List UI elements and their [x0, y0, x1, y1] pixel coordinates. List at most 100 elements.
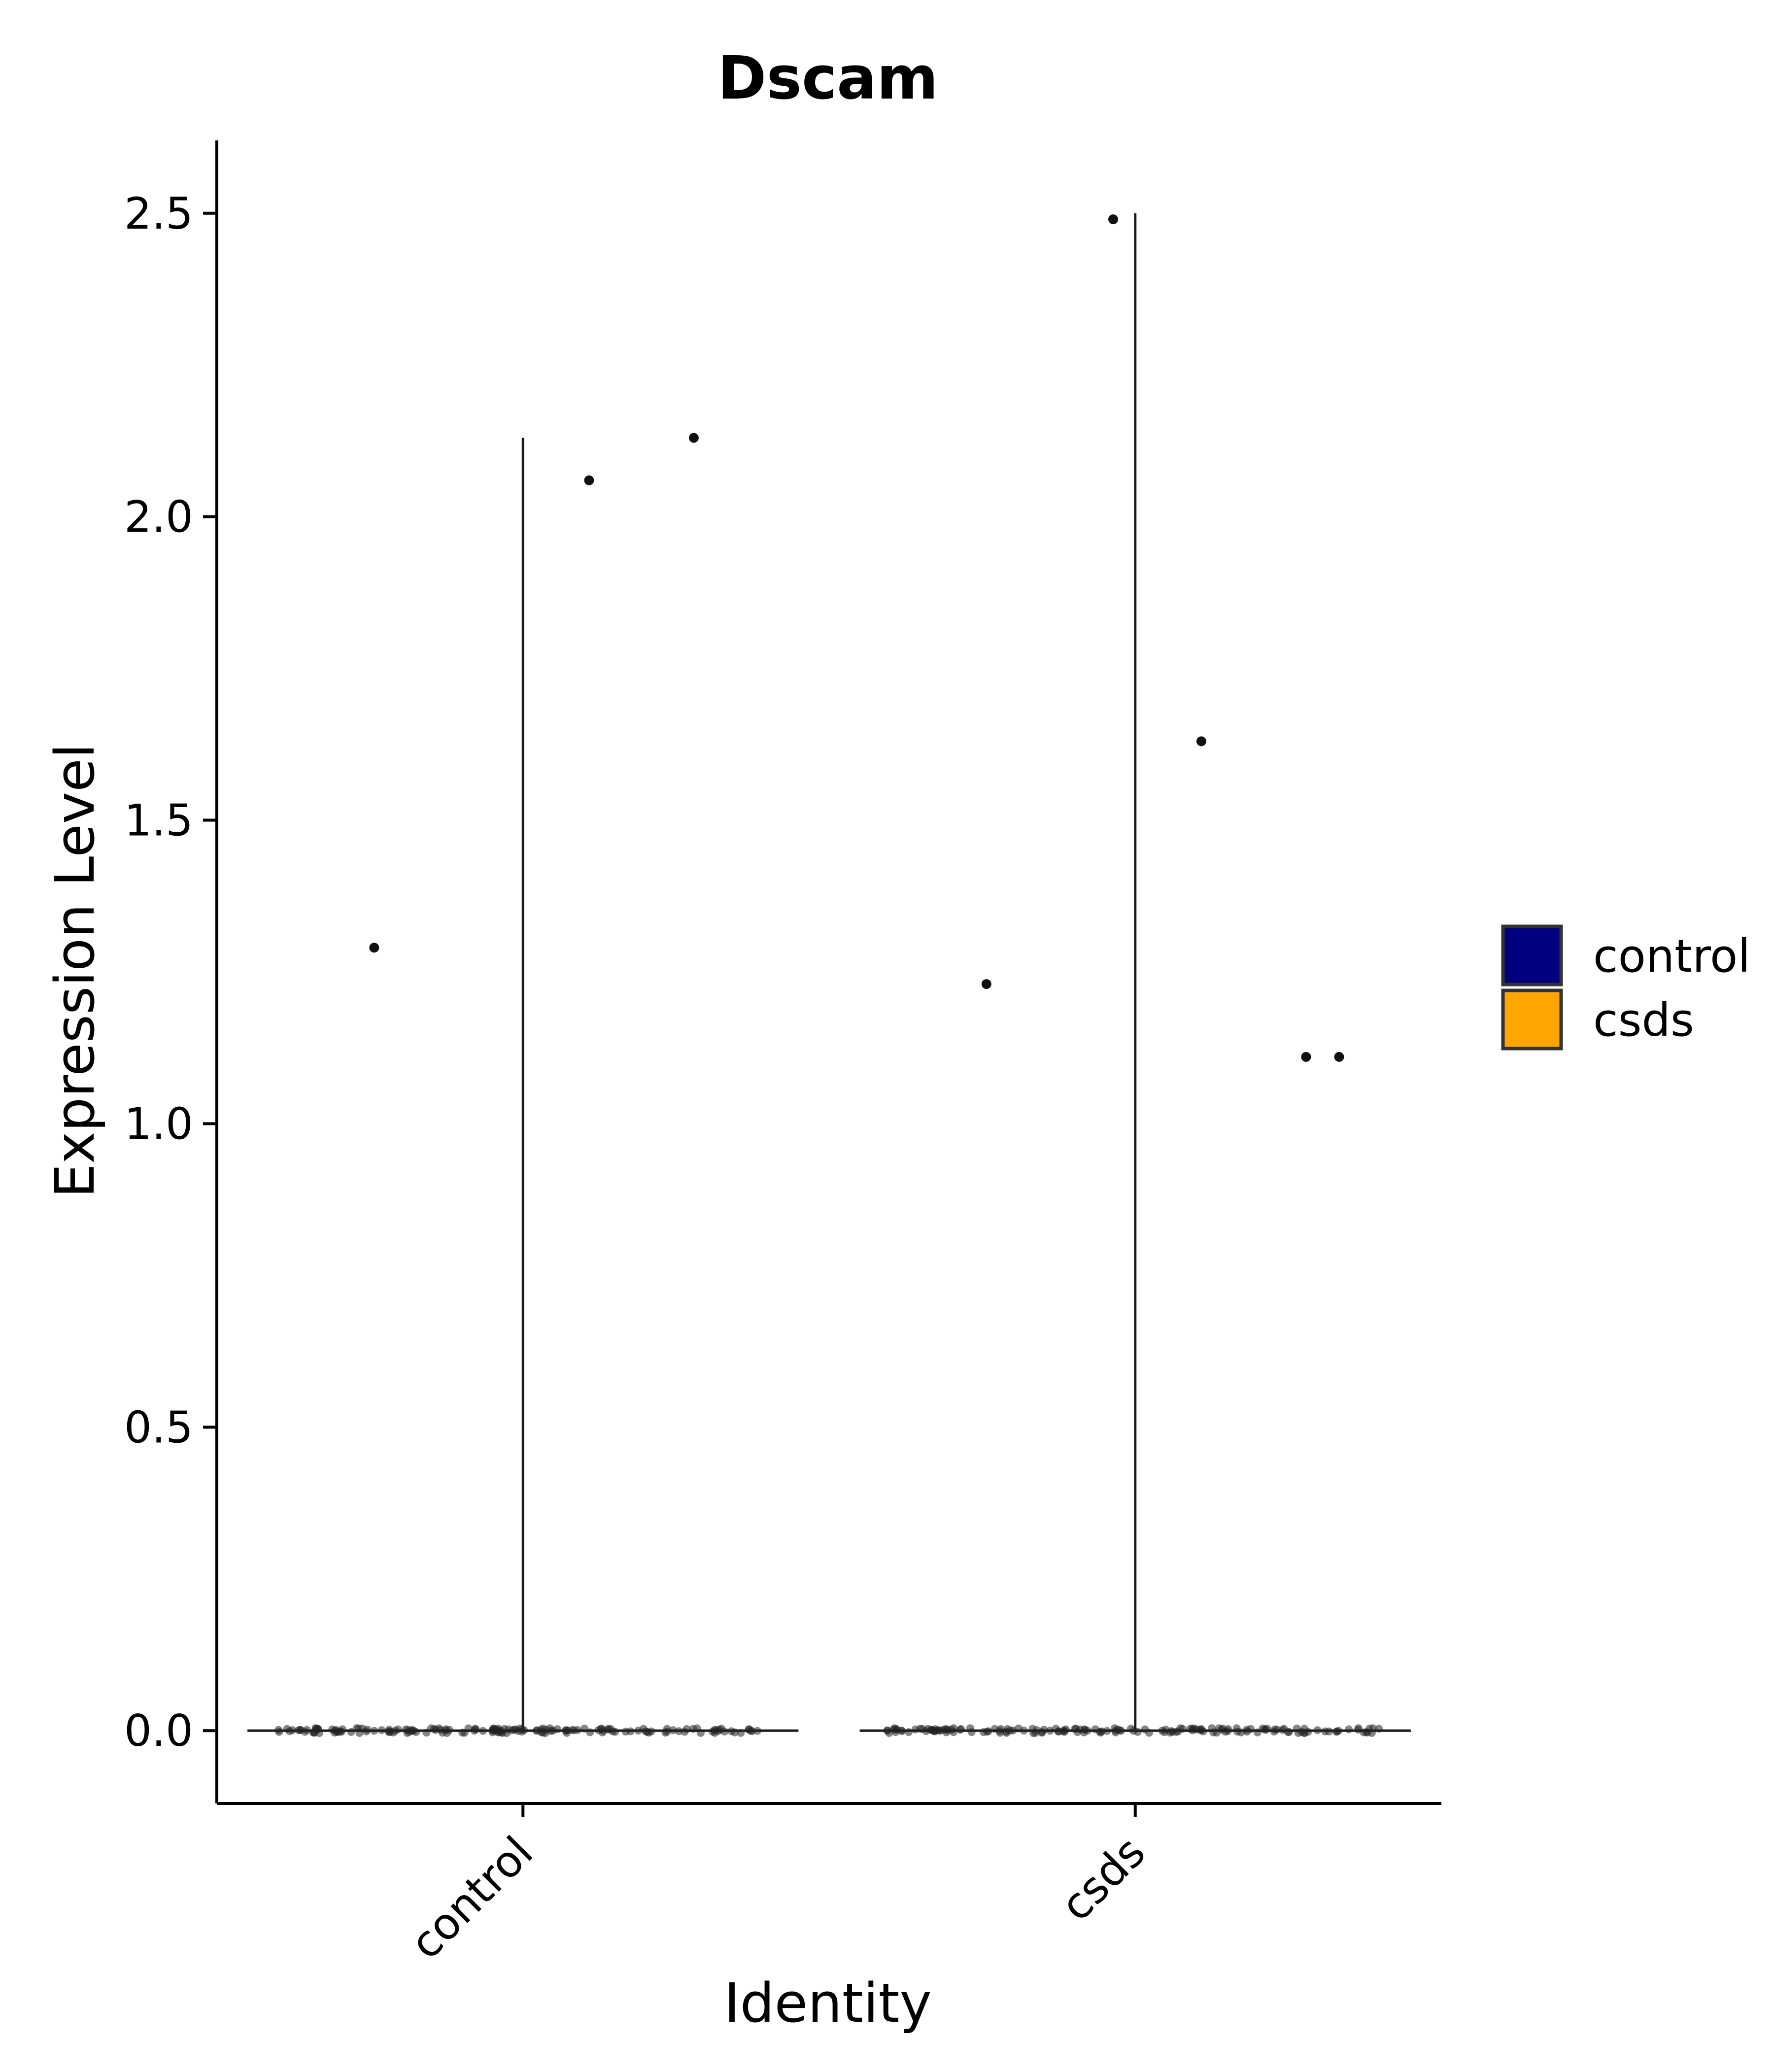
data-point-zero	[1253, 1728, 1262, 1736]
legend-label-control: control	[1593, 930, 1750, 983]
y-tick-label: 0.5	[124, 1402, 193, 1453]
data-point-zero	[479, 1727, 487, 1735]
data-point-zero	[1133, 1728, 1142, 1736]
data-point-zero	[1141, 1725, 1149, 1733]
data-point-zero	[885, 1729, 893, 1737]
data-point-zero	[1300, 1729, 1308, 1737]
data-point-zero	[681, 1728, 689, 1736]
data-point-zero	[539, 1724, 547, 1732]
data-point-zero	[1273, 1726, 1281, 1733]
data-point-zero	[727, 1727, 736, 1735]
data-point-zero	[547, 1727, 555, 1735]
y-tick-label: 2.5	[124, 188, 193, 239]
data-point-zero	[511, 1726, 518, 1734]
y-axis-title: Expression Level	[43, 744, 106, 1198]
legend-label-csds: csds	[1593, 994, 1694, 1047]
data-point-zero	[352, 1724, 361, 1732]
data-point-zero	[634, 1727, 643, 1735]
data-point-zero	[1006, 1727, 1015, 1734]
data-point-zero	[1040, 1726, 1048, 1734]
data-point-zero	[1262, 1726, 1270, 1734]
zero-points-control	[274, 1724, 761, 1737]
data-point-zero	[1014, 1724, 1023, 1732]
data-point-zero	[1215, 1724, 1223, 1732]
data-point-zero	[391, 1727, 400, 1735]
data-point-zero	[1365, 1725, 1374, 1732]
data-point-zero	[586, 1728, 594, 1736]
data-point	[1301, 1052, 1311, 1062]
data-point-zero	[1199, 1727, 1207, 1735]
data-point-zero	[984, 1727, 992, 1735]
data-point-zero	[922, 1727, 930, 1735]
y-tick-label: 1.0	[124, 1098, 193, 1149]
data-point-zero	[898, 1727, 906, 1735]
violin-group-csds	[859, 213, 1411, 1737]
data-point-zero	[563, 1729, 571, 1737]
data-point-zero	[950, 1728, 957, 1736]
data-point-zero	[532, 1727, 541, 1735]
data-point-zero	[553, 1725, 562, 1733]
y-tick-label: 2.0	[124, 492, 193, 543]
data-point-zero	[663, 1728, 671, 1736]
data-point-zero	[1345, 1725, 1353, 1733]
data-point-zero	[490, 1725, 498, 1733]
data-point-zero	[1332, 1728, 1341, 1736]
data-point-zero	[408, 1727, 416, 1735]
x-tick-label: control	[401, 1827, 543, 1969]
zero-points-csds	[883, 1724, 1383, 1737]
data-point-zero	[712, 1726, 720, 1734]
data-point-zero	[717, 1725, 725, 1733]
data-point-zero	[645, 1729, 653, 1737]
data-point-zero	[675, 1727, 683, 1735]
data-point-zero	[422, 1729, 431, 1737]
x-tick-label: csds	[1051, 1827, 1155, 1931]
data-point-zero	[370, 1727, 378, 1735]
data-point	[1108, 214, 1118, 225]
data-point-zero	[1354, 1724, 1363, 1732]
data-point-zero	[436, 1726, 444, 1734]
data-point-zero	[1046, 1727, 1054, 1735]
data-point-zero	[443, 1729, 451, 1737]
y-tick-label: 1.5	[124, 795, 193, 846]
data-point-zero	[472, 1725, 480, 1733]
data-point-zero	[967, 1728, 976, 1736]
data-point-zero	[1313, 1726, 1322, 1734]
data-point-zero	[931, 1725, 939, 1733]
data-point-zero	[458, 1729, 467, 1737]
data-point-zero	[1052, 1725, 1060, 1733]
data-point-zero	[1081, 1725, 1089, 1733]
data-point-zero	[905, 1728, 913, 1736]
data-point-zero	[1237, 1728, 1245, 1736]
data-point	[584, 475, 594, 485]
data-point-zero	[332, 1726, 341, 1734]
data-point-zero	[1117, 1727, 1125, 1735]
data-point-zero	[347, 1728, 355, 1736]
data-point-zero	[1028, 1725, 1037, 1733]
violin-group-control	[247, 433, 799, 1737]
data-point-zero	[1071, 1725, 1079, 1733]
data-point-zero	[314, 1725, 322, 1733]
data-point-zero	[500, 1725, 509, 1733]
legend-swatch-control	[1501, 924, 1563, 986]
data-point-zero	[1176, 1724, 1185, 1732]
data-point-zero	[1209, 1728, 1218, 1736]
data-point	[1196, 736, 1206, 747]
data-point-zero	[1284, 1728, 1292, 1736]
data-point-zero	[1375, 1725, 1383, 1733]
data-point	[981, 979, 991, 989]
data-point-zero	[1247, 1725, 1255, 1733]
data-point-zero	[957, 1725, 965, 1733]
y-tick-label: 0.0	[124, 1705, 193, 1756]
data-point	[688, 433, 699, 443]
data-point-zero	[990, 1725, 999, 1733]
data-point-zero	[1168, 1728, 1177, 1736]
data-point-zero	[607, 1725, 615, 1733]
data-point-zero	[1293, 1724, 1301, 1732]
legend-swatch-csds	[1501, 988, 1563, 1051]
data-point-zero	[377, 1726, 386, 1734]
data-point-zero	[1321, 1727, 1330, 1735]
data-point-zero	[737, 1729, 745, 1737]
x-axis-title: Identity	[724, 1971, 932, 2035]
data-point-zero	[1096, 1729, 1105, 1737]
